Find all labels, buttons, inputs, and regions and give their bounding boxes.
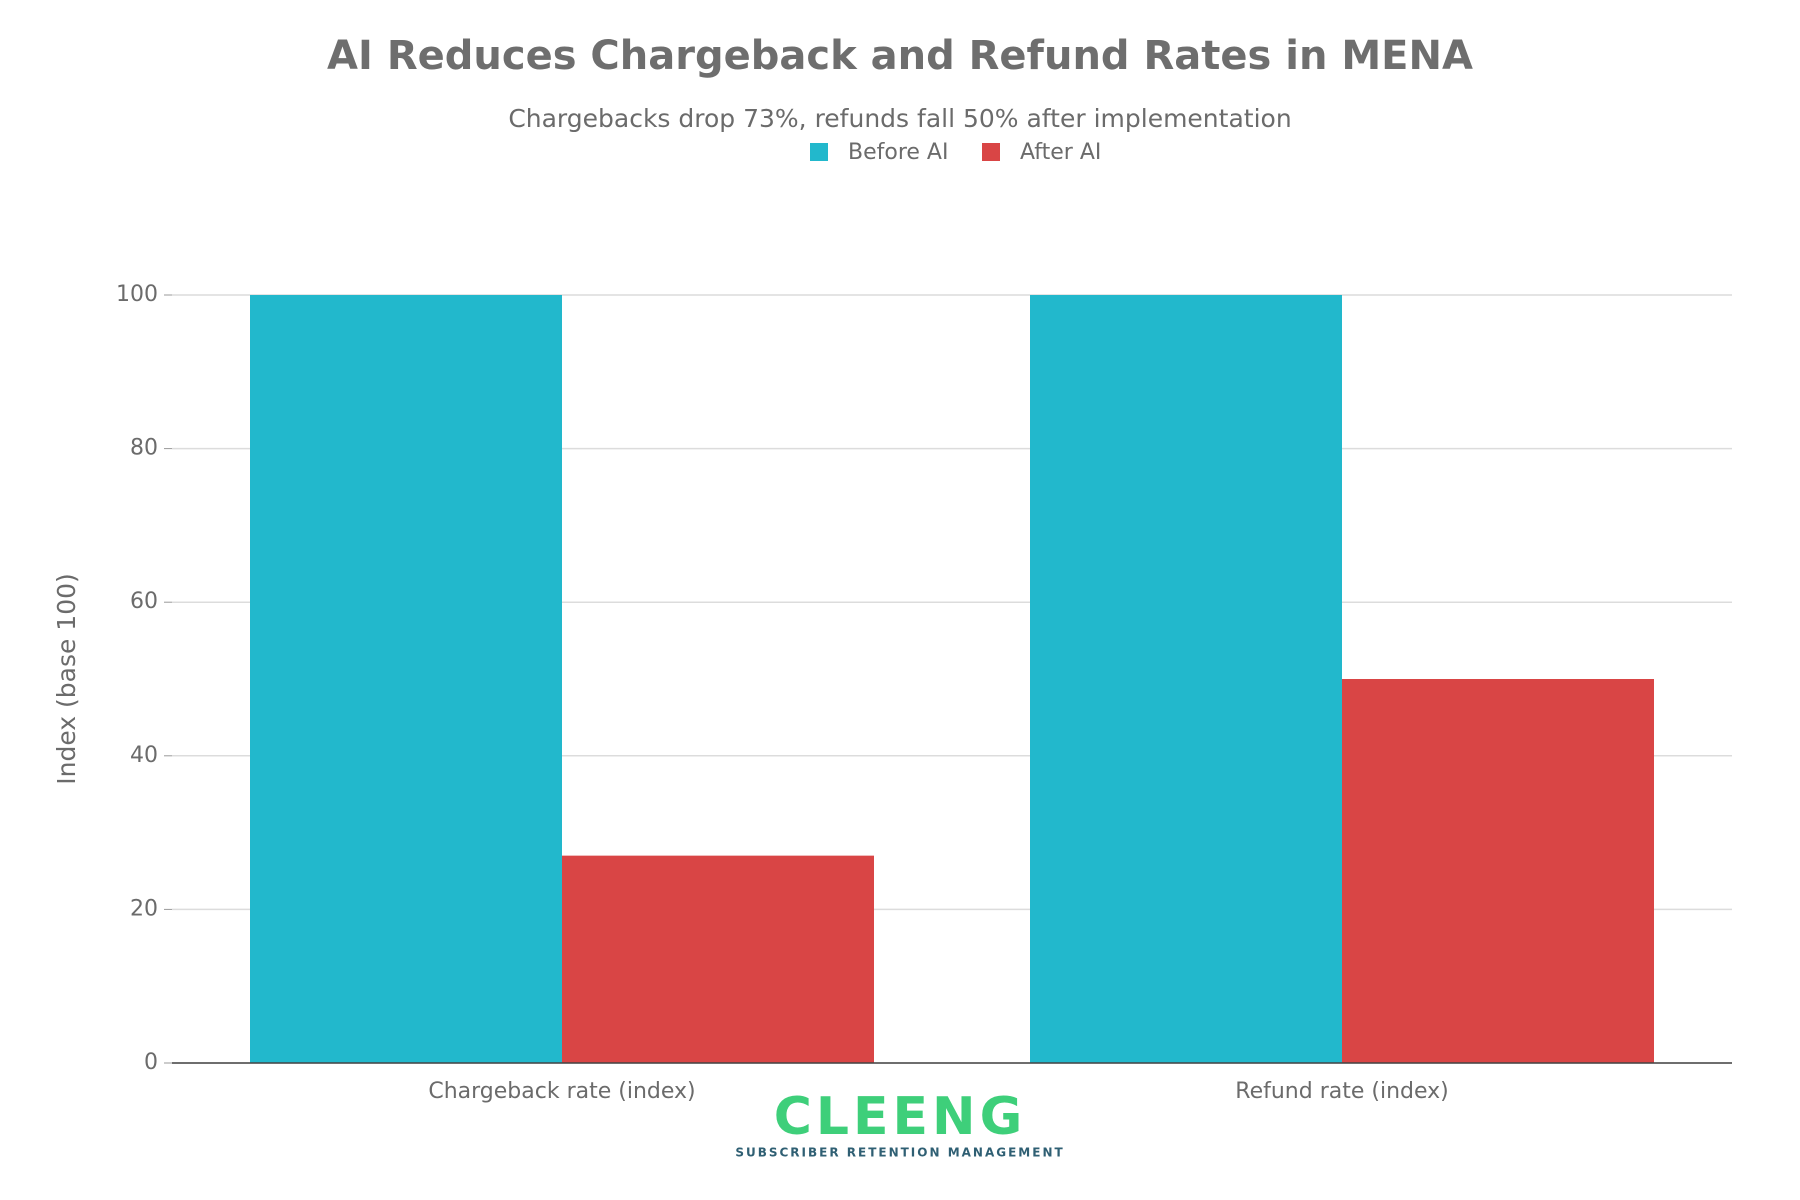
y-tick-label: 60 — [130, 589, 158, 614]
legend-swatch — [810, 143, 828, 161]
chart-subtitle: Chargebacks drop 73%, refunds fall 50% a… — [508, 104, 1291, 133]
y-tick-label: 40 — [130, 743, 158, 768]
logo-tagline: SUBSCRIBER RETENTION MANAGEMENT — [735, 1146, 1064, 1160]
legend-label: Before AI — [848, 140, 948, 165]
logo: CLEENG — [774, 1087, 1027, 1147]
bar — [562, 855, 874, 1063]
y-tick-label: 100 — [116, 282, 158, 307]
chart-title: AI Reduces Chargeback and Refund Rates i… — [327, 33, 1473, 79]
x-tick-label: Chargeback rate (index) — [428, 1079, 695, 1104]
y-tick-label: 0 — [144, 1050, 158, 1075]
y-tick-label: 20 — [130, 896, 158, 921]
bar — [1030, 295, 1342, 1063]
legend-swatch — [982, 143, 1000, 161]
legend-label: After AI — [1020, 140, 1101, 165]
y-tick-label: 80 — [130, 436, 158, 461]
x-tick-label: Refund rate (index) — [1235, 1079, 1448, 1104]
bar — [1342, 679, 1654, 1063]
bar — [250, 295, 562, 1063]
y-axis-label: Index (base 100) — [52, 573, 81, 785]
